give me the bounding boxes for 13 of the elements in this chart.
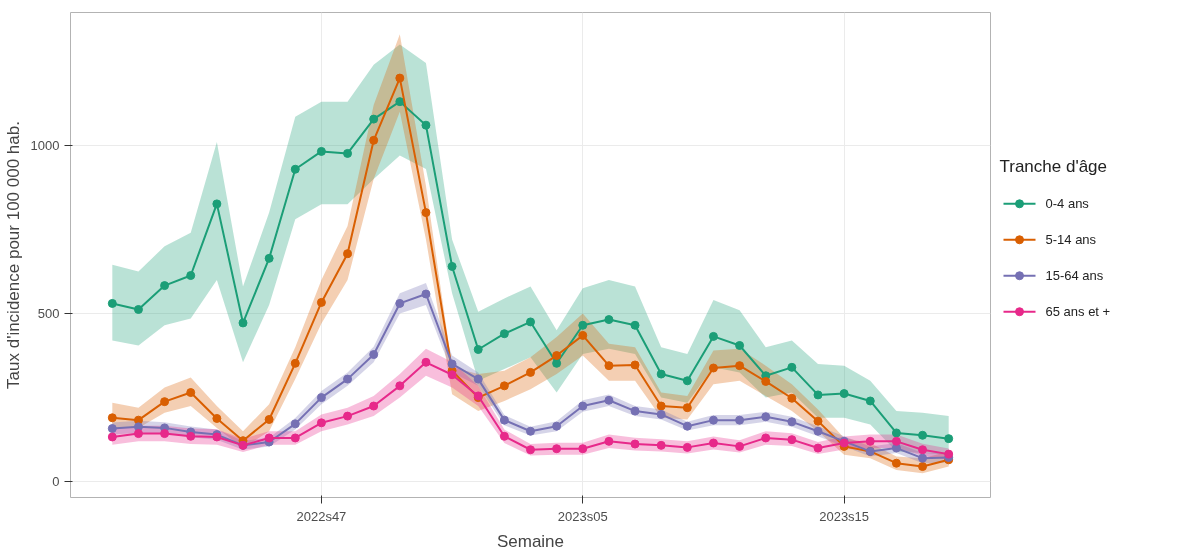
y-tick-label: 1000 [30, 137, 60, 153]
legend-label: 0-4 ans [1045, 196, 1090, 212]
y-tick-label: 0 [52, 474, 60, 490]
x-tick-label: 2023s15 [819, 508, 870, 524]
x-tick-label: 2023s05 [557, 508, 608, 524]
y-axis-title: Taux d'incidence pour 100 000 hab. [3, 121, 23, 389]
x-axis-title: Semaine [496, 531, 565, 551]
legend-label: 15-64 ans [1045, 268, 1104, 284]
x-tick-label: 2022s47 [296, 508, 347, 524]
legend-title: Tranche d'âge [999, 156, 1108, 176]
y-tick-label: 500 [37, 306, 60, 322]
legend-label: 5-14 ans [1045, 232, 1097, 248]
legend-label: 65 ans et + [1045, 304, 1111, 320]
